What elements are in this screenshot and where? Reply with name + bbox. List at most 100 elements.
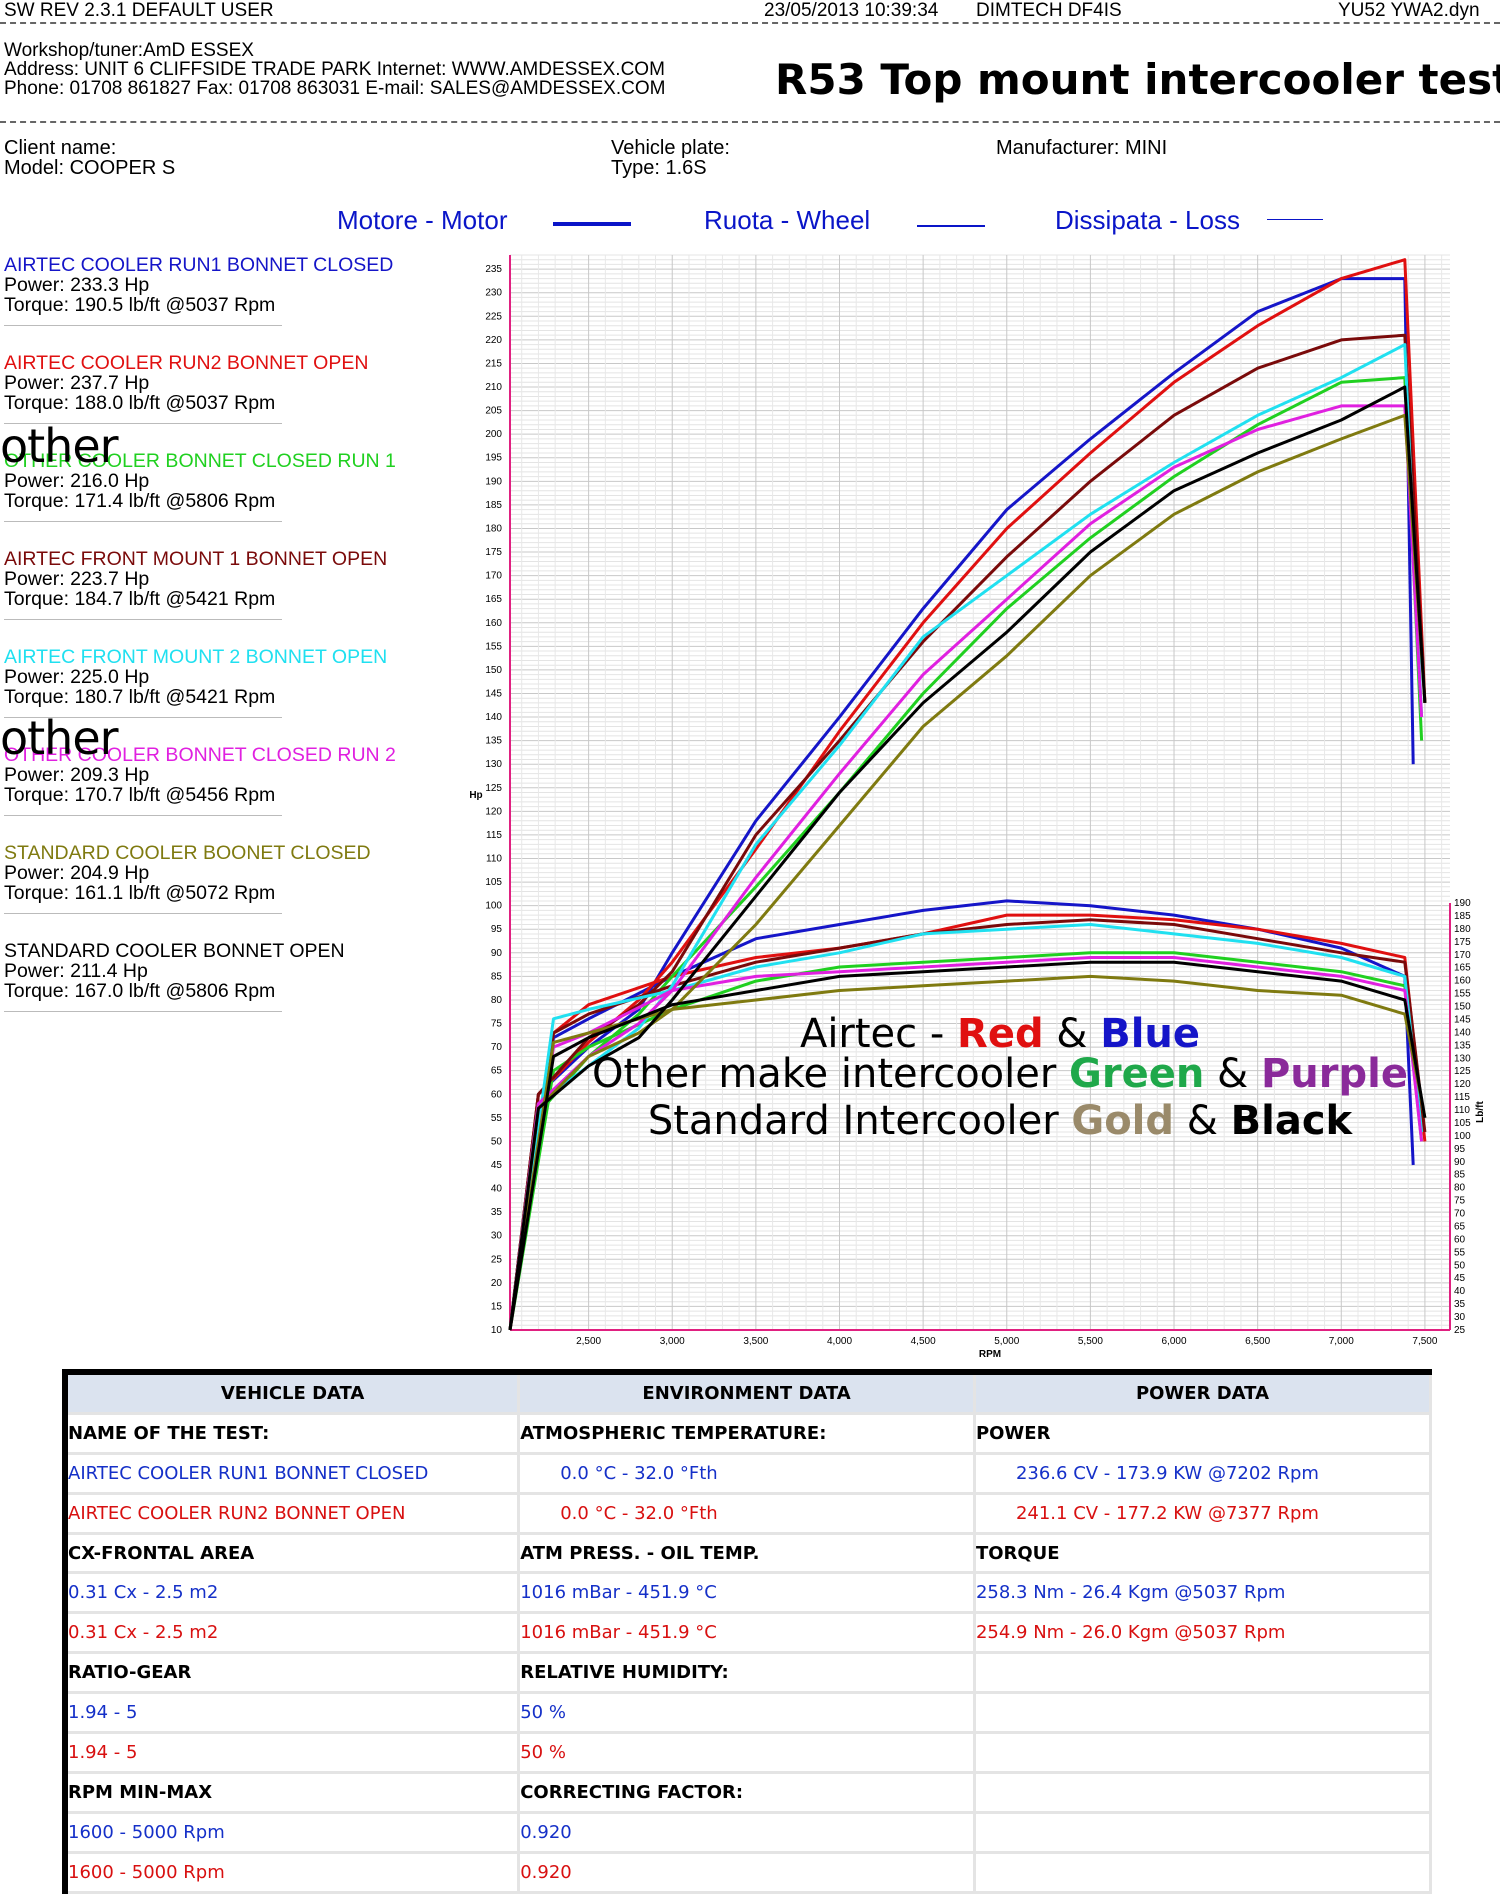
table-cell bbox=[975, 1734, 1432, 1774]
y2-tick-label: 115 bbox=[1454, 1092, 1470, 1103]
run-name: STANDARD COOLER BONNET OPEN bbox=[4, 940, 345, 962]
table-cell bbox=[975, 1694, 1432, 1735]
table-header: RPM MIN-MAX bbox=[68, 1773, 521, 1814]
file-name: YU52 YWA2.dyn bbox=[1338, 0, 1480, 21]
table-cell: 236.6 CV - 173.9 KW @7202 Rpm bbox=[975, 1454, 1432, 1495]
test-datetime: 23/05/2013 10:39:34 bbox=[764, 0, 939, 21]
y-tick-label: 230 bbox=[485, 288, 502, 299]
chart-annotation-other: Other make intercooler Green & Purple bbox=[592, 1051, 1408, 1097]
table-cell: AIRTEC COOLER RUN2 BONNET OPEN bbox=[68, 1494, 521, 1535]
run-torque: Torque: 171.4 lb/ft @5806 Rpm bbox=[4, 490, 276, 512]
y-tick-label: 100 bbox=[485, 901, 502, 912]
table-cell bbox=[975, 1853, 1432, 1894]
y-tick-label: 150 bbox=[485, 665, 502, 676]
run-power: Power: 237.7 Hp bbox=[4, 372, 150, 394]
table-cell: 0.0 °C - 32.0 °Fth bbox=[520, 1454, 976, 1495]
y2-tick-label: 190 bbox=[1454, 898, 1471, 909]
table-cell: 1.94 - 5 bbox=[68, 1734, 521, 1774]
y-tick-label: 85 bbox=[491, 971, 503, 982]
y2-tick-label: 25 bbox=[1454, 1325, 1466, 1336]
y2-tick-label: 45 bbox=[1454, 1273, 1466, 1284]
run-torque: Torque: 180.7 lb/ft @5421 Rpm bbox=[4, 686, 276, 708]
table-cell: 258.3 Nm - 26.4 Kgm @5037 Rpm bbox=[975, 1574, 1432, 1615]
y2-tick-label: 55 bbox=[1454, 1247, 1466, 1258]
y2-tick-label: 40 bbox=[1454, 1286, 1466, 1297]
chart-annotation-standard: Standard Intercooler Gold & Black bbox=[648, 1098, 1354, 1144]
results-table: VEHICLE DATA ENVIRONMENT DATA POWER DATA… bbox=[62, 1369, 1432, 1894]
y-axis-label: Hp bbox=[469, 790, 482, 801]
table-cell: 0.31 Cx - 2.5 m2 bbox=[68, 1614, 521, 1655]
torque-curve bbox=[508, 960, 1427, 1331]
table-section-power: POWER DATA bbox=[975, 1375, 1432, 1415]
y-tick-label: 90 bbox=[491, 948, 503, 959]
y-tick-label: 50 bbox=[491, 1136, 503, 1147]
vehicle-manufacturer: Manufacturer: MINI bbox=[996, 137, 1168, 159]
y-tick-label: 65 bbox=[491, 1066, 503, 1077]
workshop-phone: Phone: 01708 861827 Fax: 01708 863031 E-… bbox=[4, 78, 666, 99]
vehicle-plate: Vehicle plate: bbox=[611, 137, 730, 159]
annotation-text: & bbox=[1174, 1098, 1231, 1144]
dyno-device: DIMTECH DF4IS bbox=[976, 0, 1122, 21]
table-cell: 1016 mBar - 451.9 °C bbox=[520, 1614, 976, 1655]
table-cell: 0.920 bbox=[520, 1813, 976, 1854]
y2-tick-label: 145 bbox=[1454, 1014, 1471, 1025]
x-tick-label: 2,500 bbox=[576, 1336, 601, 1347]
divider bbox=[4, 423, 282, 424]
run-summary: AIRTEC COOLER RUN2 BONNET OPEN Power: 23… bbox=[4, 353, 368, 424]
torque-curve bbox=[508, 951, 1424, 1331]
x-tick-label: 4,500 bbox=[911, 1336, 936, 1347]
run-name: STANDARD COOLER BOONET CLOSED bbox=[4, 842, 371, 864]
divider bbox=[4, 325, 282, 326]
y-tick-label: 15 bbox=[491, 1301, 503, 1312]
y-tick-label: 115 bbox=[486, 830, 502, 841]
y2-axis-label: Lb/ft bbox=[1475, 1101, 1486, 1123]
annotation-gold: Gold bbox=[1071, 1098, 1174, 1144]
y-tick-label: 55 bbox=[491, 1113, 503, 1124]
y-tick-label: 130 bbox=[485, 759, 502, 770]
table-cell: 0.31 Cx - 2.5 m2 bbox=[68, 1574, 521, 1615]
table-section-vehicle: VEHICLE DATA bbox=[68, 1375, 521, 1415]
legend-wheel-label: Ruota - Wheel bbox=[704, 205, 871, 235]
y2-tick-label: 185 bbox=[1454, 911, 1471, 922]
run-torque: Torque: 161.1 lb/ft @5072 Rpm bbox=[4, 882, 276, 904]
annotation-green: Green bbox=[1069, 1051, 1204, 1097]
y-tick-label: 120 bbox=[485, 806, 502, 817]
annotation-blue: Blue bbox=[1100, 1011, 1200, 1057]
y-tick-label: 170 bbox=[485, 571, 502, 582]
table-header: NAME OF THE TEST: bbox=[68, 1414, 521, 1455]
y2-tick-label: 105 bbox=[1454, 1118, 1471, 1129]
y-tick-label: 225 bbox=[485, 311, 502, 322]
table-cell: 1016 mBar - 451.9 °C bbox=[520, 1574, 976, 1615]
y-tick-label: 95 bbox=[491, 924, 503, 935]
y2-tick-label: 50 bbox=[1454, 1260, 1466, 1271]
y2-tick-label: 85 bbox=[1454, 1170, 1466, 1181]
annotation-text: Other make intercooler bbox=[592, 1051, 1069, 1097]
dyno-chart: 1015202530354045505560657075808590951001… bbox=[469, 254, 1486, 1360]
y-tick-label: 25 bbox=[491, 1254, 503, 1265]
annotation-purple: Purple bbox=[1261, 1051, 1408, 1097]
chart-grid bbox=[510, 254, 1450, 1331]
y2-tick-label: 140 bbox=[1454, 1027, 1471, 1038]
power-curve bbox=[508, 404, 1424, 1331]
run-torque: Torque: 167.0 lb/ft @5806 Rpm bbox=[4, 980, 276, 1002]
y-tick-label: 220 bbox=[485, 335, 502, 346]
torque-curve bbox=[508, 956, 1424, 1331]
table-cell: 50 % bbox=[520, 1734, 976, 1774]
power-curve bbox=[508, 343, 1424, 1331]
y-tick-label: 45 bbox=[491, 1160, 503, 1171]
y2-tick-label: 150 bbox=[1454, 1002, 1471, 1013]
table-cell bbox=[975, 1654, 1432, 1695]
run-power: Power: 225.0 Hp bbox=[4, 666, 150, 688]
divider bbox=[4, 815, 282, 816]
y-tick-label: 235 bbox=[485, 264, 502, 275]
y2-tick-label: 30 bbox=[1454, 1312, 1466, 1323]
y2-tick-label: 165 bbox=[1454, 963, 1471, 974]
torque-curve bbox=[508, 918, 1427, 1331]
y2-tick-label: 160 bbox=[1454, 976, 1471, 987]
divider bbox=[4, 1011, 282, 1012]
y-tick-label: 20 bbox=[491, 1278, 503, 1289]
table-cell: 241.1 CV - 177.2 KW @7377 Rpm bbox=[975, 1494, 1432, 1535]
y-tick-label: 160 bbox=[485, 618, 502, 629]
y2-tick-label: 95 bbox=[1454, 1144, 1466, 1155]
y-tick-label: 215 bbox=[485, 358, 502, 369]
